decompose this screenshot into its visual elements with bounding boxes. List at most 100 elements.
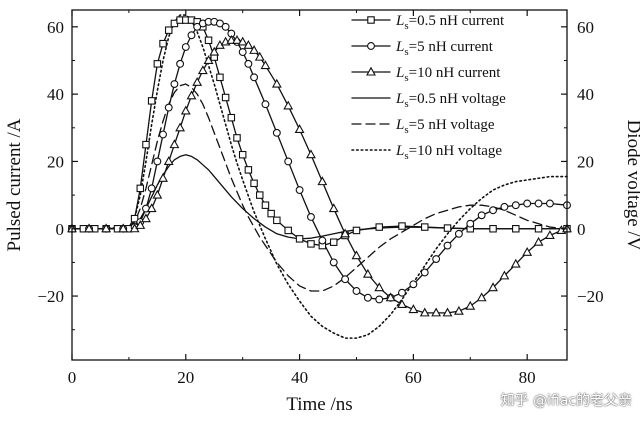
legend-label-text: =0.5 nH current [409, 13, 505, 29]
x-tick-label: 40 [291, 368, 308, 387]
series-1-point [284, 157, 293, 166]
x-tick-label: 60 [405, 368, 422, 387]
series-1-point [329, 258, 338, 267]
series-2-point [351, 250, 362, 260]
legend-label-3: Ls=0.5 nH voltage [395, 91, 506, 110]
series-2-point [385, 292, 396, 302]
series-2-point [340, 228, 351, 238]
series-2-point [209, 46, 220, 56]
series-2-point [476, 292, 487, 302]
series-1-point [295, 186, 304, 194]
series-2-point [488, 282, 498, 292]
series-1-point [238, 48, 247, 57]
series-2-point [135, 220, 146, 229]
series-0-point [352, 226, 361, 235]
series-2-point [431, 307, 442, 317]
series-1-point [272, 128, 281, 137]
right-y-tick-label: −20 [577, 287, 604, 306]
series-0-point [261, 201, 270, 209]
series-0-point [216, 73, 224, 82]
legend-label-letter: L [395, 65, 404, 81]
series-0-point [273, 216, 281, 225]
series-0-point [238, 150, 247, 159]
legend-label-text: =10 nH voltage [409, 143, 503, 159]
series-2-point [271, 78, 282, 88]
watermark-text: 知乎 @ifiac的老父亲 [500, 393, 632, 409]
series-1-point [489, 206, 497, 215]
series-2-point [186, 90, 197, 100]
series-2-point [306, 149, 316, 159]
series-2-point [254, 51, 265, 61]
series-2-point [442, 307, 453, 317]
series-2-point [499, 270, 510, 280]
legend-label-letter: L [395, 117, 404, 133]
legend-label-subscript: s [404, 124, 408, 136]
legend-marker-1 [367, 42, 375, 50]
left-y-tick-label: 0 [56, 220, 65, 239]
series-0-point [204, 36, 213, 45]
x-tick-label: 80 [519, 368, 536, 387]
series-0-point [284, 226, 292, 235]
series-0-point [421, 223, 429, 231]
series-2-point [374, 282, 385, 292]
marker-layer [67, 16, 572, 317]
legend-label-subscript: s [404, 20, 408, 32]
legend-marker-0 [367, 16, 375, 24]
series-0-point [227, 113, 236, 122]
series-0-point [329, 238, 338, 246]
series-1-point [250, 73, 259, 82]
series-0-point [250, 179, 258, 188]
legend-label-subscript: s [404, 72, 408, 84]
x-axis-title: Time /ns [286, 394, 352, 415]
legend-label-subscript: s [404, 46, 408, 58]
series-0-point [136, 184, 145, 193]
x-tick-label: 0 [68, 368, 77, 387]
series-1-point [477, 211, 486, 220]
series-2-point [232, 34, 242, 44]
legend-label-text: =0.5 nH voltage [409, 91, 507, 107]
series-0-point [153, 60, 162, 68]
series-0-point [164, 26, 173, 34]
legend-label-2: Ls=10 nH current [395, 65, 501, 84]
series-1-point [147, 184, 156, 193]
left-y-tick-label: −20 [37, 287, 64, 306]
legend-label-5: Ls=10 nH voltage [395, 143, 502, 162]
series-2-point [522, 246, 533, 256]
series-0-point [295, 235, 304, 243]
series-0-point [489, 225, 497, 233]
series-2-point [118, 223, 129, 233]
left-y-tick-label: 60 [47, 18, 64, 37]
series-0-point [233, 134, 241, 142]
series-1-point [244, 59, 253, 68]
legend-label-letter: L [395, 39, 404, 55]
series-2-point [397, 299, 407, 309]
series-2-point [197, 65, 208, 75]
series-0-point [130, 214, 139, 223]
tick-layer: 0 20 40 60 80 −20 0 20 40 60 −20 0 20 40 60 [37, 10, 604, 387]
series-2-point [510, 258, 521, 268]
series-1-point [454, 229, 463, 238]
legend-marker-2 [366, 66, 376, 76]
series-0-point [142, 140, 150, 149]
series-2-point [294, 124, 305, 134]
series-0-point [375, 223, 383, 231]
legend-label-letter: L [395, 13, 404, 29]
right-y-tick-label: 40 [577, 85, 594, 104]
series-1-point [523, 199, 532, 208]
series-2-point [163, 156, 174, 165]
series-0-point [221, 93, 230, 102]
series-0-point [159, 39, 167, 48]
series-1-point [153, 157, 162, 166]
series-1-point [181, 43, 190, 51]
series-1-point [466, 219, 475, 228]
series-0-point [307, 240, 315, 248]
left-y-tick-label: 20 [47, 152, 64, 171]
series-2-point [243, 40, 254, 49]
right-y-tick-label: 0 [577, 220, 586, 239]
series-2-point [544, 230, 555, 240]
series-2-point [408, 304, 419, 314]
series-0-point [244, 166, 253, 174]
